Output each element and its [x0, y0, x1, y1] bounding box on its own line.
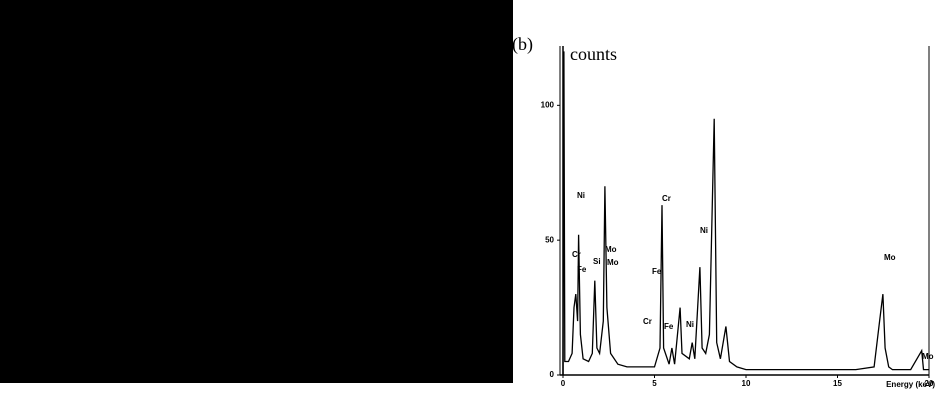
micrograph	[0, 0, 513, 383]
peak-label: Fe	[664, 322, 674, 331]
peak-label: Cr	[643, 317, 652, 326]
peak-label: Cr	[572, 250, 581, 259]
peak-label: Ni	[577, 191, 585, 200]
peak-label: Ni	[700, 226, 708, 235]
x-tick-label: 10	[742, 379, 751, 388]
figure: (b) counts Energy (keV) 05010005101520Ni…	[0, 0, 938, 390]
x-tick-label: 5	[652, 379, 657, 388]
x-tick-label: 0	[561, 379, 566, 388]
y-tick-label: 100	[541, 100, 555, 109]
peak-label: Cr	[662, 194, 671, 203]
peak-label: Si	[593, 257, 601, 266]
peak-label: Fe	[577, 265, 587, 274]
panel-label: (b)	[512, 34, 533, 55]
peak-label: Ni	[686, 320, 694, 329]
peak-label: Mo	[884, 253, 896, 262]
peak-label: Fe	[652, 267, 662, 276]
peak-label: Mo	[605, 245, 617, 254]
y-tick-label: 50	[545, 235, 554, 244]
peak-label: Mo	[922, 352, 934, 361]
y-tick-label: 0	[550, 370, 555, 379]
x-tick-label: 20	[925, 379, 934, 388]
x-tick-label: 15	[833, 379, 842, 388]
peak-label: Mo	[607, 258, 619, 267]
spectrum-line	[563, 51, 929, 375]
y-axis-label: counts	[570, 44, 617, 64]
